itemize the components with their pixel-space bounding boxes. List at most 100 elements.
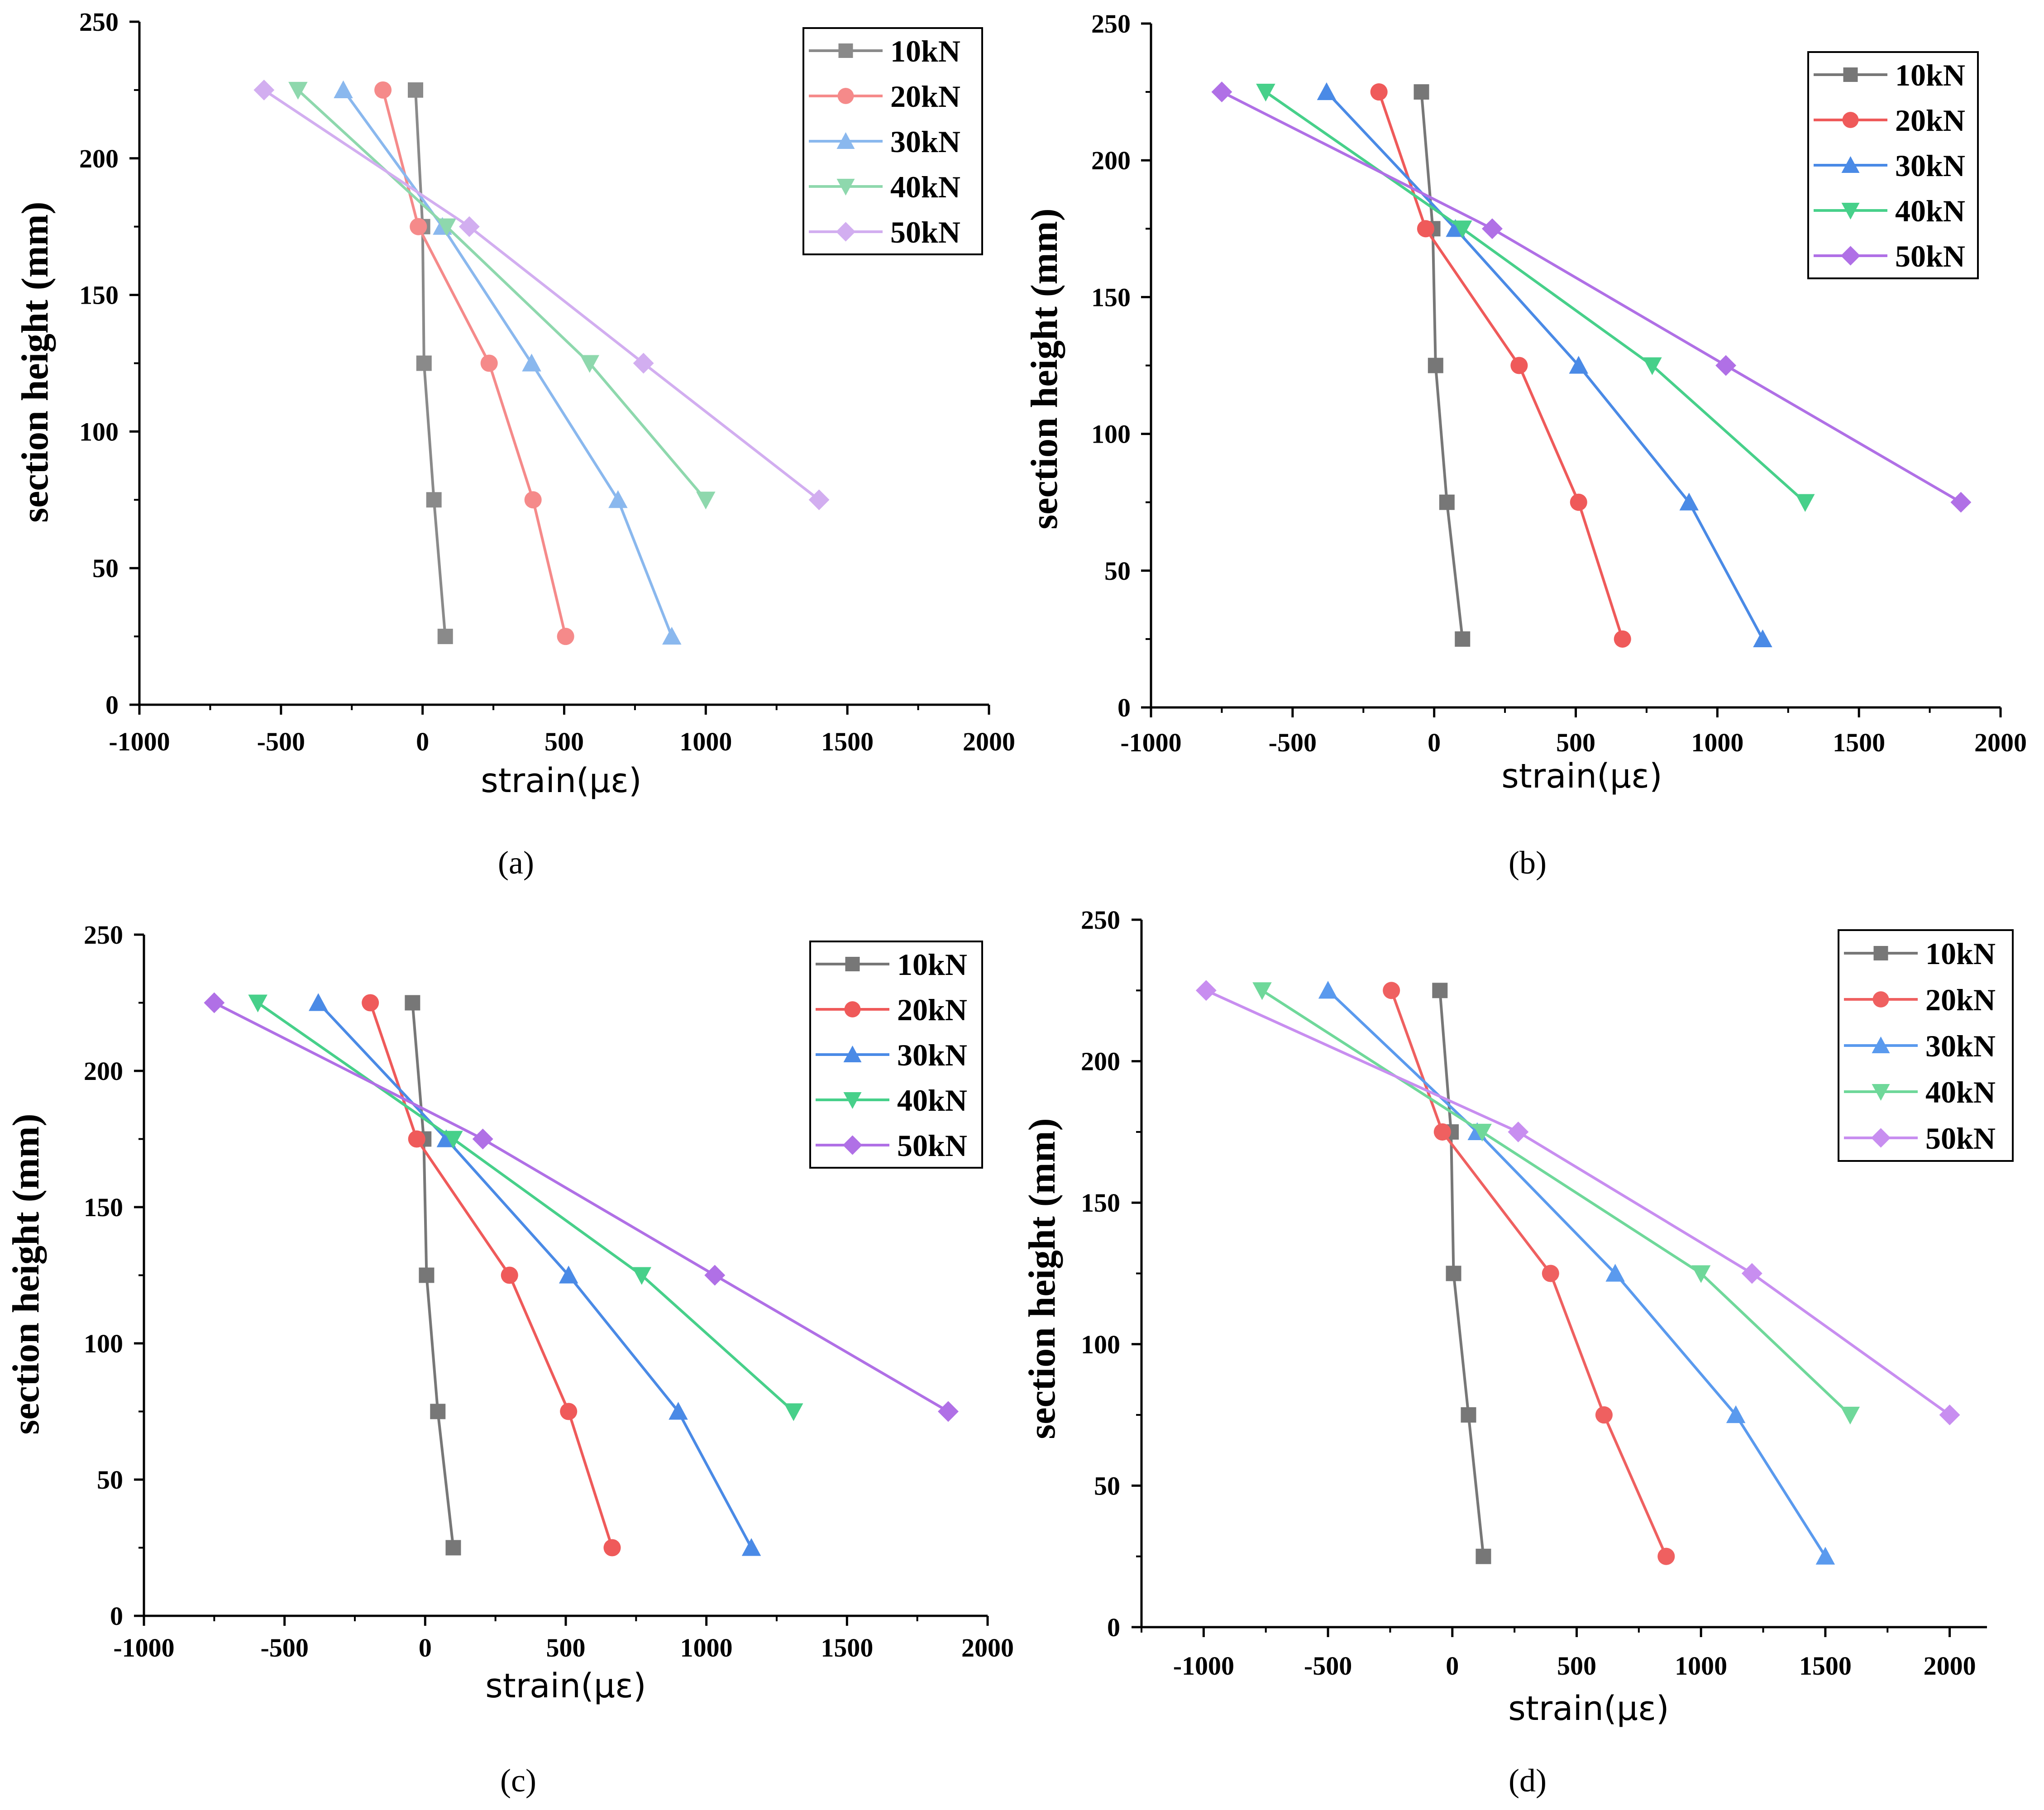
legend-swatch-marker — [1840, 246, 1861, 266]
series-line — [297, 89, 707, 501]
data-point — [696, 492, 716, 510]
y-tick-label: 50 — [92, 554, 119, 583]
series-20kN — [1370, 83, 1631, 648]
series-20kN — [374, 81, 574, 645]
x-tick-label: -500 — [261, 1633, 309, 1662]
legend-swatch-marker — [1872, 1036, 1890, 1053]
series-line — [1205, 989, 1951, 1416]
series-10kN — [405, 995, 461, 1556]
data-point — [1428, 358, 1443, 373]
chart-panel-b: 0 50 100 150 200 250 -1000 -500 0 500 1000 1500 2000… — [1023, 9, 2027, 881]
data-point — [1815, 1547, 1835, 1565]
y-tick-label: 100 — [1081, 1330, 1120, 1359]
data-point — [430, 1404, 446, 1419]
data-point — [1508, 1121, 1529, 1142]
data-point — [580, 355, 600, 373]
x-tick-label: -500 — [1304, 1651, 1352, 1681]
data-point — [1383, 982, 1400, 999]
data-point — [419, 1267, 435, 1283]
panel-label: (c) — [500, 1762, 536, 1799]
legend-entry: 50kN — [897, 1128, 967, 1163]
legend-entry: 10kN — [890, 34, 960, 68]
y-axis-title: section height (mm) — [5, 1113, 47, 1434]
data-point — [1432, 983, 1448, 998]
x-tick-label: 2000 — [961, 1633, 1014, 1662]
data-point — [1796, 494, 1815, 512]
legend-swatch-marker — [844, 1001, 861, 1017]
data-point — [1195, 980, 1217, 1001]
series-line — [1325, 91, 1764, 640]
y-tick-label: 150 — [79, 281, 119, 310]
series-line — [1221, 91, 1962, 504]
legend-swatch-marker — [1871, 1128, 1891, 1148]
data-point — [1741, 1263, 1762, 1284]
series-30kN — [1317, 82, 1772, 647]
series-30kN — [308, 993, 761, 1556]
legend-entry: 10kN — [897, 947, 967, 982]
data-point — [1317, 82, 1337, 100]
data-point — [408, 1130, 425, 1148]
data-point — [1510, 357, 1528, 374]
y-tick-label: 0 — [105, 690, 119, 720]
data-point — [808, 489, 830, 511]
legend-swatch-marker — [837, 88, 854, 104]
x-tick-label: 1500 — [821, 727, 874, 756]
legend-entry: 30kN — [1925, 1029, 1996, 1063]
data-point — [437, 629, 453, 645]
y-tick-label: 0 — [1118, 693, 1131, 722]
data-point — [662, 626, 682, 645]
data-point — [501, 1266, 518, 1284]
data-point — [1715, 355, 1737, 376]
series-30kN — [334, 80, 682, 645]
data-point — [445, 1540, 461, 1556]
x-tick-label: 1500 — [1833, 728, 1885, 757]
y-tick-label: 0 — [110, 1601, 123, 1631]
data-point — [560, 1403, 578, 1420]
data-point — [1726, 1405, 1746, 1423]
data-point — [1614, 630, 1631, 648]
series-50kN — [1211, 81, 1972, 513]
data-point — [1256, 84, 1275, 102]
data-point — [1252, 982, 1272, 1000]
x-tick-label: -500 — [1269, 728, 1317, 757]
data-point — [444, 1131, 463, 1149]
x-tick-label: 2000 — [1974, 728, 2027, 757]
series-line — [1377, 91, 1624, 640]
series-40kN — [248, 994, 803, 1421]
data-point — [704, 1265, 726, 1286]
y-tick-label: 200 — [1091, 146, 1131, 175]
x-tick-label: 0 — [416, 727, 429, 756]
x-tick-label: 1500 — [821, 1633, 873, 1662]
x-tick-label: 1000 — [680, 1633, 733, 1662]
series-line — [263, 89, 820, 501]
series-10kN — [1432, 983, 1491, 1564]
legend-swatch-marker — [1841, 156, 1860, 173]
data-point — [1679, 492, 1699, 511]
data-point — [288, 81, 308, 100]
legend: 10kN 20kN 30kN 40kN 50kN — [1807, 51, 1979, 279]
legend-swatch-marker — [836, 222, 856, 242]
legend-entry: 50kN — [890, 215, 960, 249]
legend-swatch-marker — [1872, 1084, 1890, 1101]
series-line — [213, 1001, 949, 1413]
data-point — [1446, 1266, 1461, 1281]
data-point — [603, 1539, 621, 1557]
y-tick-label: 50 — [1094, 1471, 1120, 1500]
data-point — [405, 995, 420, 1011]
legend-entry: 40kN — [897, 1083, 967, 1118]
legend-entry: 40kN — [1925, 1075, 1996, 1109]
x-axis-title: strain(με) — [485, 1667, 646, 1705]
data-point — [1605, 1264, 1625, 1282]
data-point — [1472, 1123, 1492, 1142]
y-tick-label: 100 — [79, 417, 119, 446]
data-point — [784, 1403, 803, 1421]
series-line — [317, 1002, 753, 1548]
data-point — [1595, 1406, 1613, 1424]
legend-entry: 30kN — [890, 124, 960, 159]
data-point — [472, 1128, 493, 1150]
data-point — [1570, 493, 1587, 511]
legend-swatch-marker — [843, 1092, 862, 1109]
data-point — [1414, 84, 1429, 100]
x-tick-label: 2000 — [1924, 1651, 1976, 1681]
legend-entry: 30kN — [1895, 148, 1965, 183]
